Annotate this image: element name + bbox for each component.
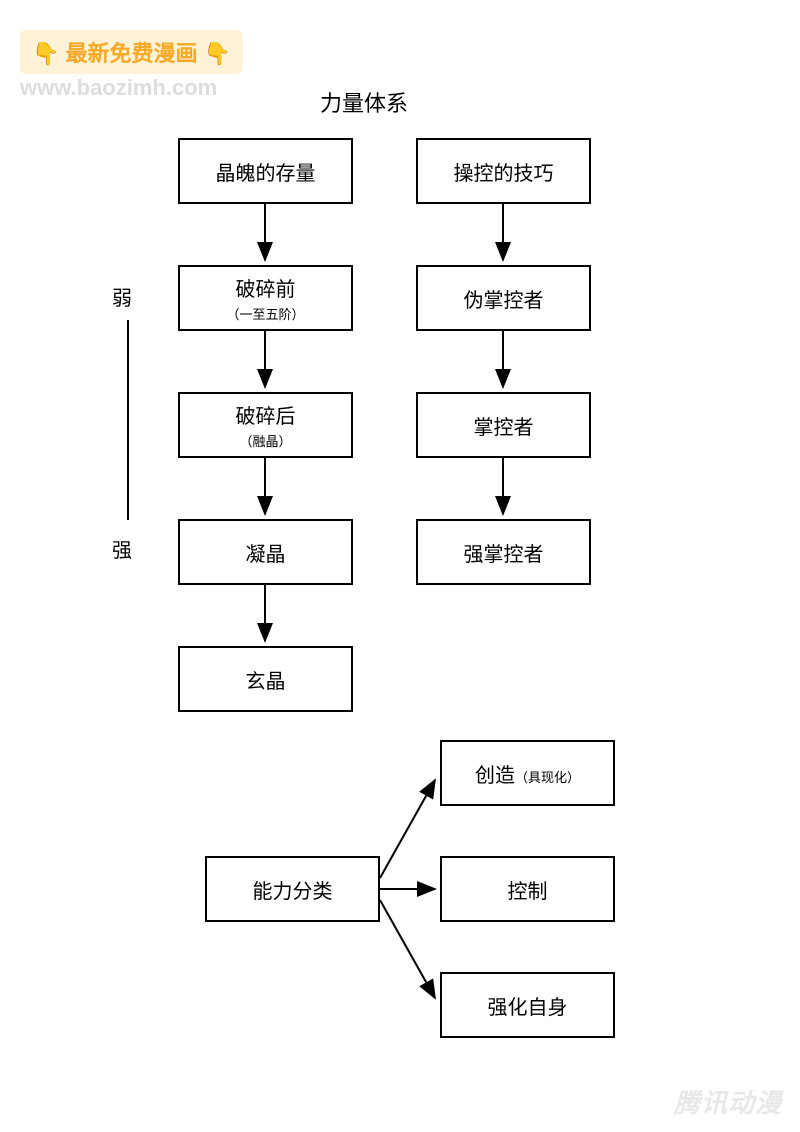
node-label: 创造 bbox=[475, 759, 515, 788]
node-label: 凝晶 bbox=[246, 538, 286, 567]
node-label: 晶魄的存量 bbox=[216, 157, 316, 186]
diagram-title: 力量体系 bbox=[320, 86, 408, 118]
watermark-bottom-right: 腾讯动漫 bbox=[674, 1083, 782, 1120]
flowchart-node-c3: 强化自身 bbox=[440, 972, 615, 1038]
flowchart-arrows bbox=[0, 0, 800, 1132]
flowchart-node-b1: 操控的技巧 bbox=[416, 138, 591, 204]
node-label: 能力分类 bbox=[253, 875, 333, 904]
flowchart-node-c0: 能力分类 bbox=[205, 856, 380, 922]
flowchart-node-a5: 玄晶 bbox=[178, 646, 353, 712]
flowchart-node-b3: 掌控者 bbox=[416, 392, 591, 458]
flowchart-node-c1: 创造（具现化） bbox=[440, 740, 615, 806]
node-sublabel: （具现化） bbox=[515, 767, 580, 786]
flowchart-node-b4: 强掌控者 bbox=[416, 519, 591, 585]
node-label: 掌控者 bbox=[474, 411, 534, 440]
flowchart-node-a2: 破碎前 （一至五阶） bbox=[178, 265, 353, 331]
node-label: 伪掌控者 bbox=[464, 284, 544, 313]
node-label: 强掌控者 bbox=[464, 538, 544, 567]
node-sublabel: （一至五阶） bbox=[226, 304, 304, 323]
node-label: 玄晶 bbox=[246, 665, 286, 694]
scale-label-weak: 弱 bbox=[112, 282, 132, 311]
node-sublabel: （融晶） bbox=[239, 431, 291, 450]
node-label: 破碎后 bbox=[236, 400, 296, 429]
flowchart-node-b2: 伪掌控者 bbox=[416, 265, 591, 331]
flowchart-node-a1: 晶魄的存量 bbox=[178, 138, 353, 204]
scale-label-strong: 强 bbox=[112, 534, 132, 563]
node-label: 控制 bbox=[508, 875, 548, 904]
watermark-url: www.baozimh.com bbox=[20, 75, 217, 101]
node-label: 破碎前 bbox=[236, 273, 296, 302]
watermark-top: 👇 最新免费漫画 👇 bbox=[20, 30, 243, 74]
flowchart-node-a3: 破碎后 （融晶） bbox=[178, 392, 353, 458]
flowchart-node-c2: 控制 bbox=[440, 856, 615, 922]
node-label: 操控的技巧 bbox=[454, 157, 554, 186]
node-label: 强化自身 bbox=[488, 991, 568, 1020]
flowchart-node-a4: 凝晶 bbox=[178, 519, 353, 585]
